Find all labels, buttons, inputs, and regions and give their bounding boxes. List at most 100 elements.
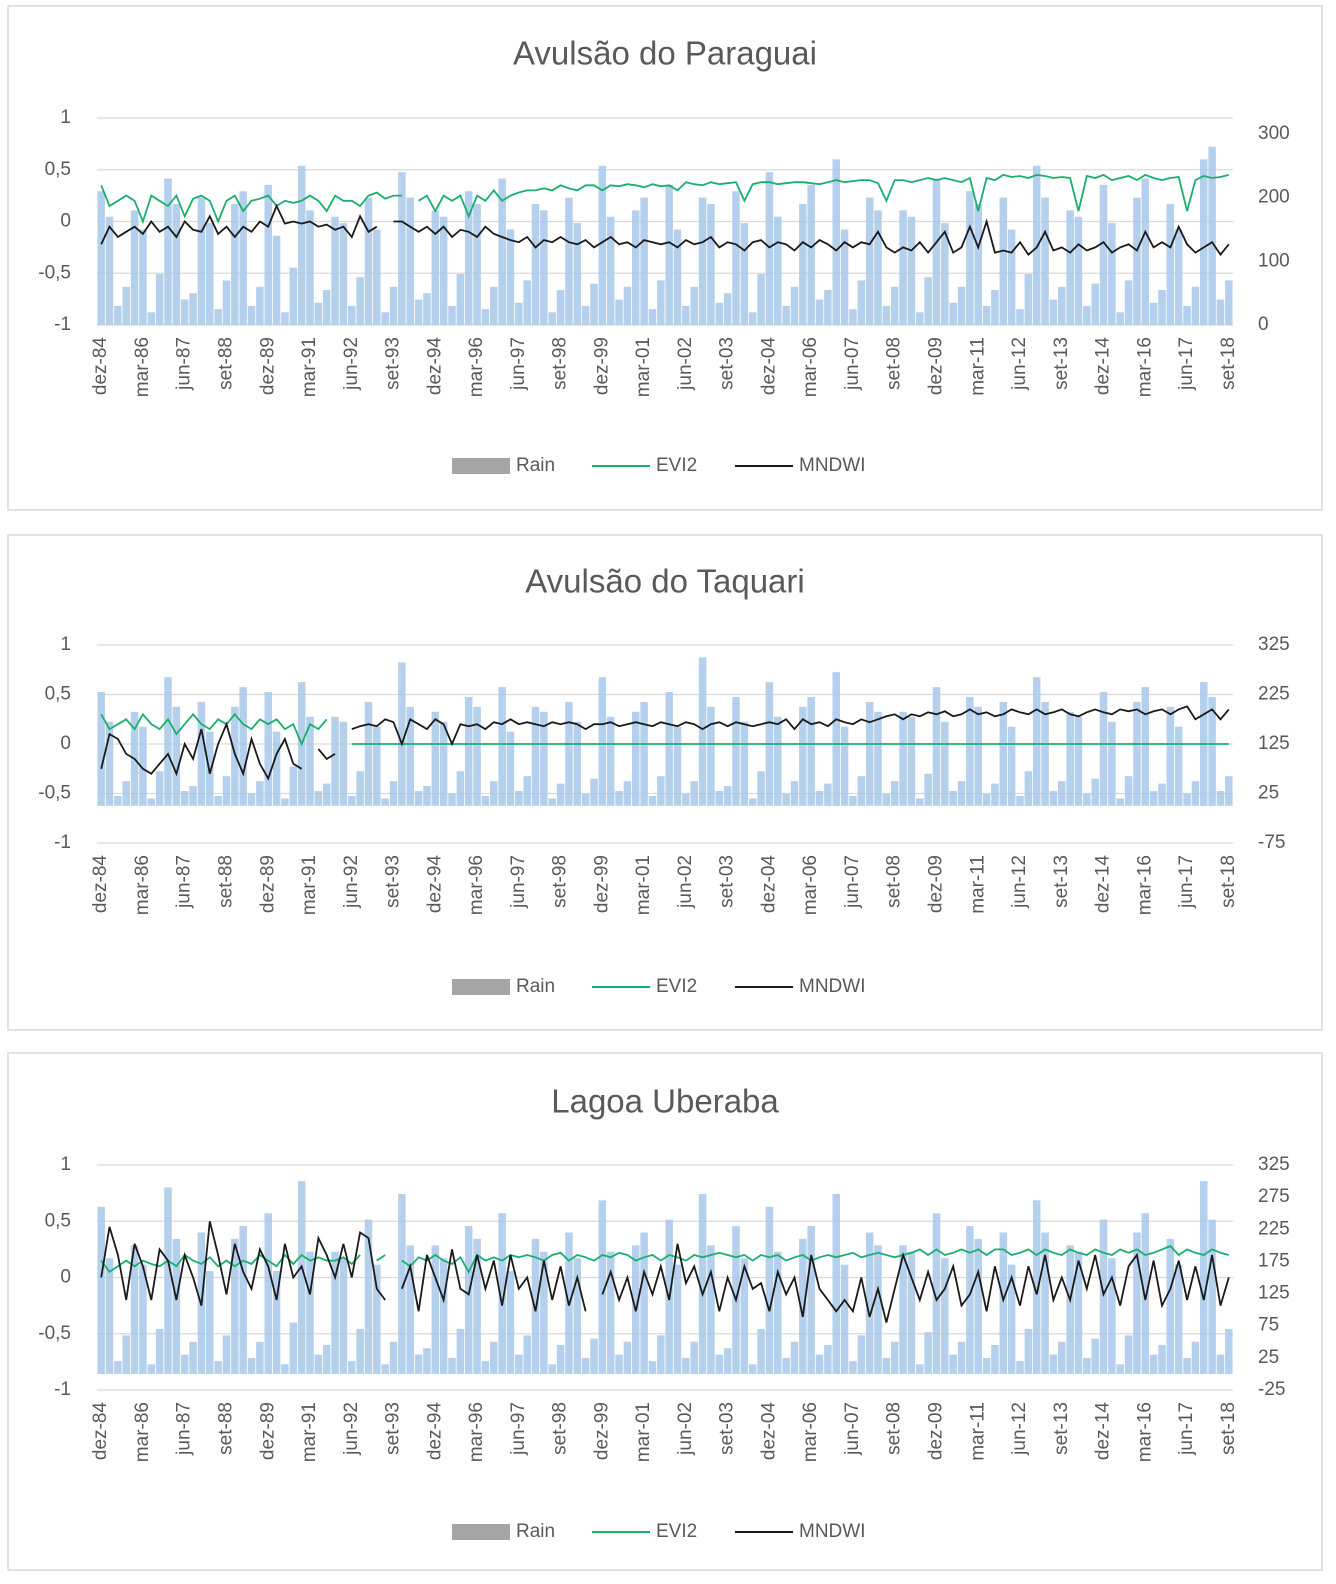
rain-bar: [832, 672, 840, 806]
rain-bar: [439, 216, 448, 325]
rain-bar: [966, 1226, 974, 1374]
rain-bar: [381, 798, 389, 806]
rain-bar: [331, 716, 339, 806]
rain-bar: [490, 1341, 498, 1374]
x-tick-label: jun-17: [1176, 855, 1197, 909]
rain-bar: [423, 786, 431, 806]
rain-bar: [832, 159, 840, 325]
rain-bar: [481, 1361, 490, 1374]
rain-bar: [1183, 305, 1191, 325]
series-line: [100, 1253, 361, 1274]
rain-bar: [1166, 1238, 1175, 1374]
chart-title: Avulsão do Paraguai: [513, 35, 817, 72]
rain-bar: [322, 289, 331, 325]
rain-bar: [890, 1341, 899, 1374]
x-tick-label: mar-91: [299, 855, 320, 915]
rain-bar: [348, 1361, 356, 1374]
rain-bar: [105, 216, 114, 325]
rain-bar: [373, 1264, 381, 1374]
rain-bar: [256, 781, 264, 806]
rain-bar: [506, 1271, 515, 1374]
rain-bar: [306, 210, 314, 325]
rain-bar: [523, 776, 531, 806]
rain-bar: [356, 277, 364, 325]
rain-bar: [648, 1361, 657, 1374]
rain-bar: [448, 305, 456, 325]
rain-bar: [1041, 701, 1049, 806]
rain-bar: [481, 309, 490, 325]
series-line: [401, 1244, 1230, 1274]
y2-tick-label: 325: [1258, 634, 1290, 655]
x-tick-label: jun-12: [1009, 337, 1030, 391]
rain-bar: [890, 781, 899, 806]
rain-bar: [907, 1251, 916, 1374]
rain-bar: [147, 312, 156, 325]
x-tick-label: set-08: [884, 855, 905, 908]
rain-bar: [924, 1332, 932, 1374]
rain-bar: [172, 1238, 181, 1374]
rain-bar: [874, 711, 882, 806]
rain-bar: [473, 1238, 481, 1374]
x-tick-label: jun-07: [842, 1402, 863, 1456]
y2-tick-label: 125: [1258, 1283, 1290, 1304]
rain-bar: [707, 203, 715, 325]
rain-bar: [398, 1193, 406, 1374]
rain-bar: [272, 1271, 281, 1374]
rain-bar: [239, 687, 247, 806]
x-tick-label: mar-01: [633, 855, 654, 915]
rain-bar: [231, 203, 239, 325]
rain-bar: [431, 210, 440, 325]
rain-bar: [1149, 302, 1158, 325]
x-tick-label: set-18: [1218, 337, 1239, 390]
y-tick-label: -0,5: [38, 1323, 71, 1344]
rain-bar: [339, 721, 348, 806]
rain-bar: [765, 172, 774, 325]
rain-bar: [1149, 1354, 1158, 1374]
rain-bar: [373, 229, 381, 325]
x-tick-label: jun-97: [508, 337, 529, 391]
rain-bar: [1016, 795, 1024, 806]
rain-bar: [506, 229, 515, 325]
rain-bar: [690, 286, 698, 325]
rain-bar: [473, 706, 481, 806]
rain-bar: [1024, 274, 1033, 325]
rain-bar: [782, 305, 790, 325]
rain-bar: [122, 286, 130, 325]
rain-bar: [632, 210, 640, 325]
rain-bar: [180, 791, 189, 806]
rain-bar: [1007, 229, 1016, 325]
rain-bar: [698, 197, 707, 325]
rain-bar: [932, 178, 941, 325]
rain-bar: [281, 1364, 289, 1374]
rain-bar: [515, 302, 523, 325]
rain-bar: [414, 791, 423, 806]
series-line: [601, 1243, 1230, 1323]
rain-bar: [322, 1345, 331, 1374]
rain-bar: [849, 1361, 857, 1374]
rain-bar: [1200, 1181, 1208, 1374]
rain-bar: [590, 1338, 598, 1374]
rain-bar: [1091, 283, 1099, 325]
rain-bar: [982, 793, 991, 806]
legend-label: Rain: [516, 976, 555, 997]
rain-bar: [289, 766, 298, 806]
rain-bar: [1166, 706, 1175, 806]
rain-bar: [456, 771, 465, 806]
rain-bar: [715, 791, 724, 806]
rain-bar: [498, 687, 506, 806]
y2-tick-label: 175: [1258, 1250, 1290, 1271]
y2-tick-label: 0: [1258, 314, 1269, 335]
rain-bar: [297, 1181, 306, 1374]
x-tick-label: set-08: [884, 1402, 905, 1455]
x-tick-label: dez-84: [90, 1402, 111, 1461]
rain-bar: [1208, 1219, 1216, 1374]
rain-bar: [172, 706, 181, 806]
series-line: [100, 712, 328, 747]
rain-bar: [389, 781, 398, 806]
rain-bar: [473, 203, 481, 325]
rain-bar: [1041, 197, 1049, 325]
y-tick-label: 0: [60, 211, 71, 232]
x-tick-label: set-03: [717, 1402, 738, 1455]
rain-bar: [1200, 159, 1208, 325]
y-tick-label: 1: [60, 107, 71, 128]
